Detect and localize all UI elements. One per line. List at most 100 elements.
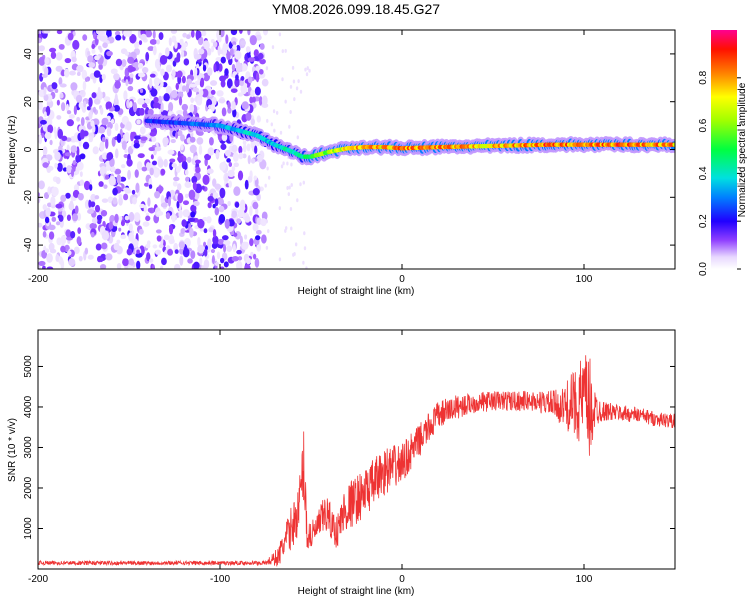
noise-blob [123, 153, 129, 159]
noise-blob [101, 136, 106, 143]
colorbar-tick-label: 0.0 [698, 262, 709, 276]
colorbar-gradient [711, 30, 737, 269]
noise-blob [142, 221, 150, 227]
noise-blob [190, 30, 195, 38]
noise-blob [106, 152, 112, 161]
noise-blob [210, 80, 218, 86]
noise-blob [203, 228, 208, 234]
noise-blob [38, 101, 43, 111]
noise-blob [242, 143, 247, 153]
noise-blob [173, 176, 180, 182]
noise-blob [156, 235, 162, 242]
noise-blob [207, 67, 213, 76]
noise-blob [129, 66, 136, 72]
noise-blob [158, 32, 164, 41]
noise-blob [189, 83, 197, 88]
noise-blob [245, 257, 252, 265]
snr-background [38, 330, 675, 569]
noise-blob [183, 58, 190, 66]
noise-blob [218, 213, 226, 224]
noise-blob [45, 207, 51, 217]
noise-blob [128, 211, 135, 222]
noise-blob [284, 228, 287, 233]
snr-frame [37, 329, 676, 570]
noise-blob [143, 205, 147, 213]
noise-blob [202, 64, 207, 72]
noise-blob [303, 231, 306, 236]
x-tick-label: 100 [576, 274, 593, 285]
noise-blob [154, 58, 160, 69]
noise-blob [115, 34, 122, 41]
noise-blob [61, 135, 68, 142]
noise-blob [198, 144, 203, 155]
noise-blob [210, 103, 216, 112]
noise-blob [77, 227, 82, 235]
noise-blob [236, 260, 243, 269]
noise-blob [44, 216, 50, 224]
noise-blob [55, 177, 61, 185]
noise-blob [278, 206, 282, 211]
noise-blob [250, 158, 256, 164]
noise-blob [114, 122, 119, 132]
noise-blob [242, 153, 247, 159]
noise-blob [51, 82, 58, 90]
noise-blob [124, 215, 130, 221]
noise-blob [160, 194, 165, 205]
noise-blob [149, 167, 154, 176]
noise-blob [244, 234, 248, 240]
noise-blob [194, 155, 199, 161]
noise-blob [70, 168, 75, 178]
noise-blob [60, 194, 67, 203]
noise-blob [67, 250, 72, 256]
noise-blob [138, 40, 143, 46]
noise-blob [247, 154, 251, 165]
noise-blob [192, 87, 200, 93]
noise-blob [249, 35, 257, 46]
noise-blob [254, 257, 260, 268]
noise-blob [252, 188, 260, 196]
noise-blob [56, 237, 62, 246]
noise-blob [185, 34, 191, 40]
noise-blob [80, 89, 84, 95]
noise-blob [144, 182, 150, 187]
noise-blob [43, 30, 51, 34]
noise-blob [73, 246, 80, 255]
noise-blob [145, 51, 150, 62]
chart-title: YM08.2026.099.18.45.G27 [272, 1, 440, 17]
y-tick-label: 2000 [23, 476, 34, 499]
noise-blob [211, 45, 215, 53]
noise-blob [45, 105, 51, 116]
noise-blob [160, 110, 169, 117]
noise-blob [216, 90, 224, 97]
noise-blob [217, 35, 222, 43]
noise-blob [54, 151, 61, 161]
noise-blob [221, 133, 228, 142]
noise-blob [96, 214, 103, 221]
noise-blob [207, 147, 215, 156]
noise-blob [160, 102, 164, 112]
noise-blob [265, 245, 269, 250]
noise-blob [244, 215, 251, 223]
noise-blob [238, 145, 243, 154]
noise-blob [165, 47, 170, 57]
noise-blob [99, 264, 107, 269]
noise-blob [145, 215, 151, 222]
noise-blob [241, 101, 249, 110]
noise-blob [48, 231, 55, 240]
noise-blob [62, 167, 68, 172]
noise-blob [124, 189, 132, 194]
noise-blob [265, 66, 269, 71]
noise-blob [197, 218, 205, 229]
y-tick-label: 3000 [23, 436, 34, 459]
noise-blob [60, 102, 66, 112]
colorbar-tick-label: 0.8 [698, 70, 709, 84]
noise-blob [230, 30, 238, 36]
noise-blob [279, 130, 283, 135]
noise-blob [246, 143, 251, 152]
noise-blob [58, 43, 65, 50]
noise-blob [159, 54, 168, 65]
noise-blob [56, 99, 60, 106]
noise-blob [197, 244, 205, 254]
noise-blob [78, 255, 83, 262]
